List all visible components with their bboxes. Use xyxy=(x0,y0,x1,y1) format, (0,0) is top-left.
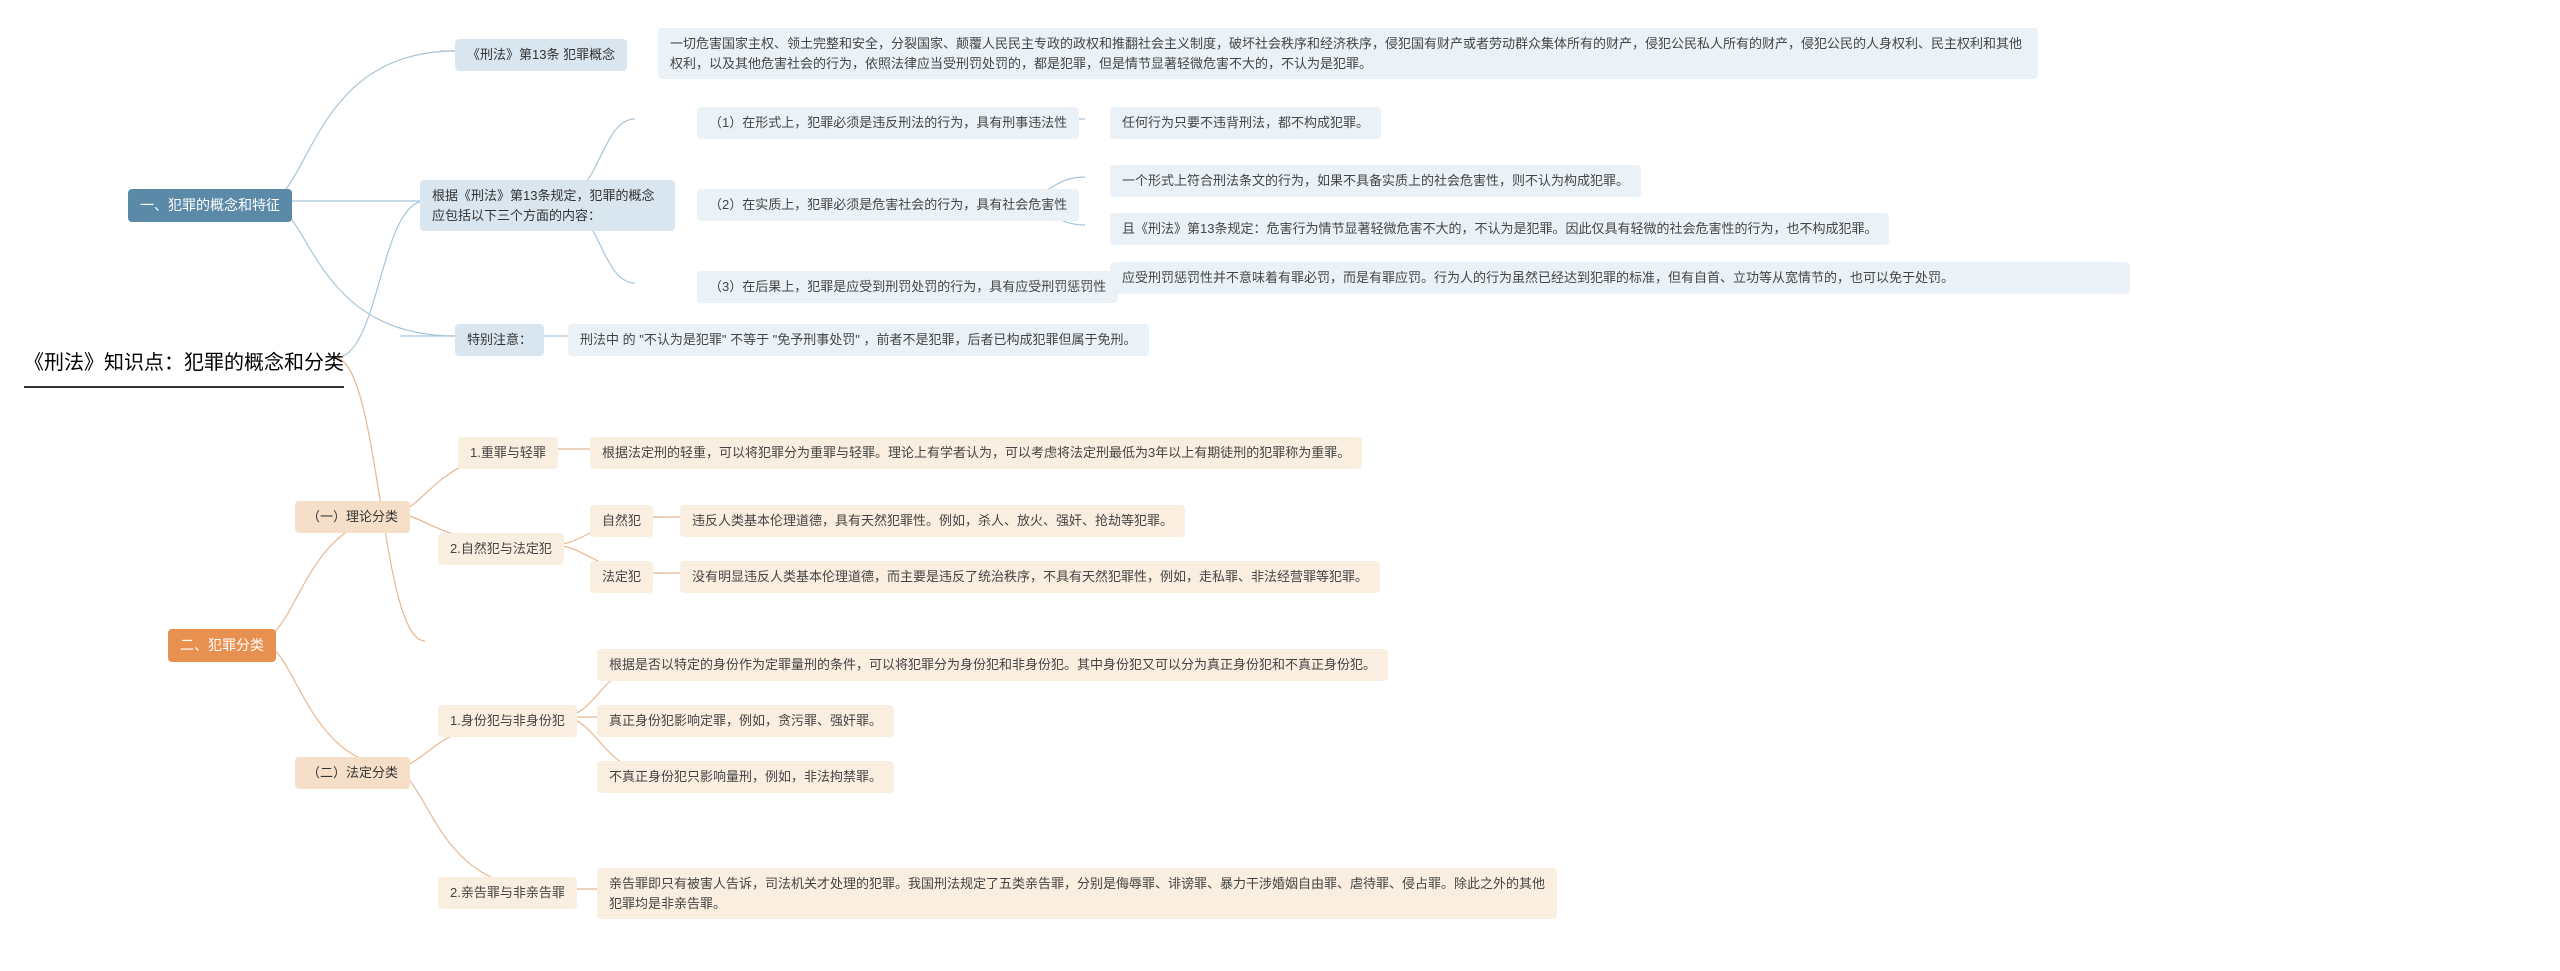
s2-natural[interactable]: 自然犯 xyxy=(590,505,653,537)
s1-special-label[interactable]: 特别注意： xyxy=(455,324,544,356)
s2-statutory-crime-d: 没有明显违反人类基本伦理道德，而主要是违反了统治秩序，不具有天然犯罪性，例如，走… xyxy=(680,561,1380,593)
s1-article13-label[interactable]: 《刑法》第13条 犯罪概念 xyxy=(455,39,627,71)
s2-natural-d: 违反人类基本伦理道德，具有天然犯罪性。例如，杀人、放火、强奸、抢劫等犯罪。 xyxy=(680,505,1185,537)
s2-heavy-light-d: 根据法定刑的轻重，可以将犯罪分为重罪与轻罪。理论上有学者认为，可以考虑将法定刑最… xyxy=(590,437,1362,469)
s2-theory-label[interactable]: （一）理论分类 xyxy=(295,501,410,533)
s1-three-aspects-label[interactable]: 根据《刑法》第13条规定，犯罪的概念应包括以下三个方面的内容： xyxy=(420,180,675,231)
s1-aspect1[interactable]: （1）在形式上，犯罪必须是违反刑法的行为，具有刑事违法性 xyxy=(697,107,1079,139)
s1-aspect3-d: 应受刑罚惩罚性并不意味着有罪必罚，而是有罪应罚。行为人的行为虽然已经达到犯罪的标… xyxy=(1110,262,2130,294)
connector-layer xyxy=(0,0,2560,971)
s1-aspect2-d2: 且《刑法》第13条规定：危害行为情节显著轻微危害不大的，不认为是犯罪。因此仅具有… xyxy=(1110,213,1889,245)
s2-status-d2: 真正身份犯影响定罪，例如，贪污罪、强奸罪。 xyxy=(597,705,894,737)
s1-aspect3[interactable]: （3）在后果上，犯罪是应受到刑罚处罚的行为，具有应受刑罚惩罚性 xyxy=(697,271,1118,303)
section-1[interactable]: 一、犯罪的概念和特征 xyxy=(128,189,292,222)
s2-status-d1: 根据是否以特定的身份作为定罪量刑的条件，可以将犯罪分为身份犯和非身份犯。其中身份… xyxy=(597,649,1388,681)
s2-legal-label[interactable]: （二）法定分类 xyxy=(295,757,410,789)
s2-status-d3: 不真正身份犯只影响量刑，例如，非法拘禁罪。 xyxy=(597,761,894,793)
s2-statutory-crime[interactable]: 法定犯 xyxy=(590,561,653,593)
s1-aspect2[interactable]: （2）在实质上，犯罪必须是危害社会的行为，具有社会危害性 xyxy=(697,189,1079,221)
s2-heavy-light[interactable]: 1.重罪与轻罪 xyxy=(458,437,558,469)
root-node[interactable]: 《刑法》知识点：犯罪的概念和分类 xyxy=(24,340,344,388)
s1-aspect1-detail: 任何行为只要不违背刑法，都不构成犯罪。 xyxy=(1110,107,1381,139)
s2-status[interactable]: 1.身份犯与非身份犯 xyxy=(438,705,577,737)
s2-complaint[interactable]: 2.亲告罪与非亲告罪 xyxy=(438,877,577,909)
s1-aspect2-d1: 一个形式上符合刑法条文的行为，如果不具备实质上的社会危害性，则不认为构成犯罪。 xyxy=(1110,165,1641,197)
s1-article13-text: 一切危害国家主权、领土完整和安全，分裂国家、颠覆人民民主专政的政权和推翻社会主义… xyxy=(658,28,2038,79)
s1-special-text: 刑法中 的 "不认为是犯罪" 不等于 "免予刑事处罚" ，前者不是犯罪，后者已构… xyxy=(568,324,1149,356)
s2-complaint-d: 亲告罪即只有被害人告诉，司法机关才处理的犯罪。我国刑法规定了五类亲告罪，分别是侮… xyxy=(597,868,1557,919)
s2-natural-statutory[interactable]: 2.自然犯与法定犯 xyxy=(438,533,564,565)
section-2[interactable]: 二、犯罪分类 xyxy=(168,629,276,662)
